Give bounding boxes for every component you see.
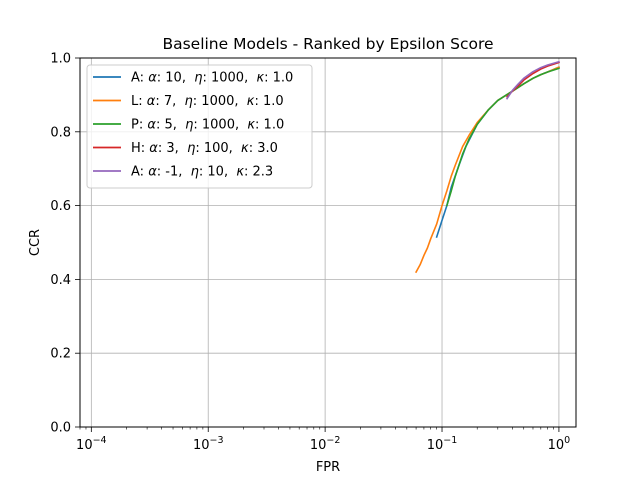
x-axis-label: FPR	[316, 460, 340, 475]
chart-title: Baseline Models - Ranked by Epsilon Scor…	[162, 35, 493, 53]
y-tick-label: 1.0	[50, 52, 71, 67]
x-tick-label: 10−1	[427, 435, 458, 453]
series-lines	[415, 60, 560, 274]
axis-ticks: 10−4 10−3 10−2 10−1 100 0.0 0.2 0.4 0.6 0.8 1.0	[50, 52, 570, 454]
legend-entry: L: α: 7, η: 1000, κ: 1.0	[131, 94, 284, 109]
x-tick-label: 100	[548, 435, 571, 453]
y-tick-label: 0.4	[50, 273, 71, 288]
x-tick-label: 10−4	[76, 435, 107, 453]
x-tick-label: 10−3	[193, 435, 224, 453]
y-axis-label: CCR	[28, 229, 43, 256]
legend-entry: A: α: -1, η: 10, κ: 2.3	[131, 165, 273, 180]
legend-box	[86, 64, 313, 189]
y-tick-label: 0.8	[50, 125, 71, 140]
legend-entry: H: α: 3, η: 100, κ: 3.0	[131, 141, 278, 156]
series-line	[445, 67, 560, 207]
y-tick-label: 0.6	[50, 199, 71, 214]
legend-entry: P: α: 5, η: 1000, κ: 1.0	[131, 118, 284, 133]
x-tick-label: 10−2	[310, 435, 341, 453]
y-tick-label: 0.0	[50, 421, 71, 436]
plot-frame	[79, 57, 577, 428]
y-tick-label: 0.2	[50, 347, 71, 362]
series-line	[505, 60, 560, 100]
legend-entry: A: α: 10, η: 1000, κ: 1.0	[131, 71, 293, 86]
legend: A: α: 10, η: 1000, κ: 1.0 L: α: 7, η: 100…	[86, 64, 313, 189]
